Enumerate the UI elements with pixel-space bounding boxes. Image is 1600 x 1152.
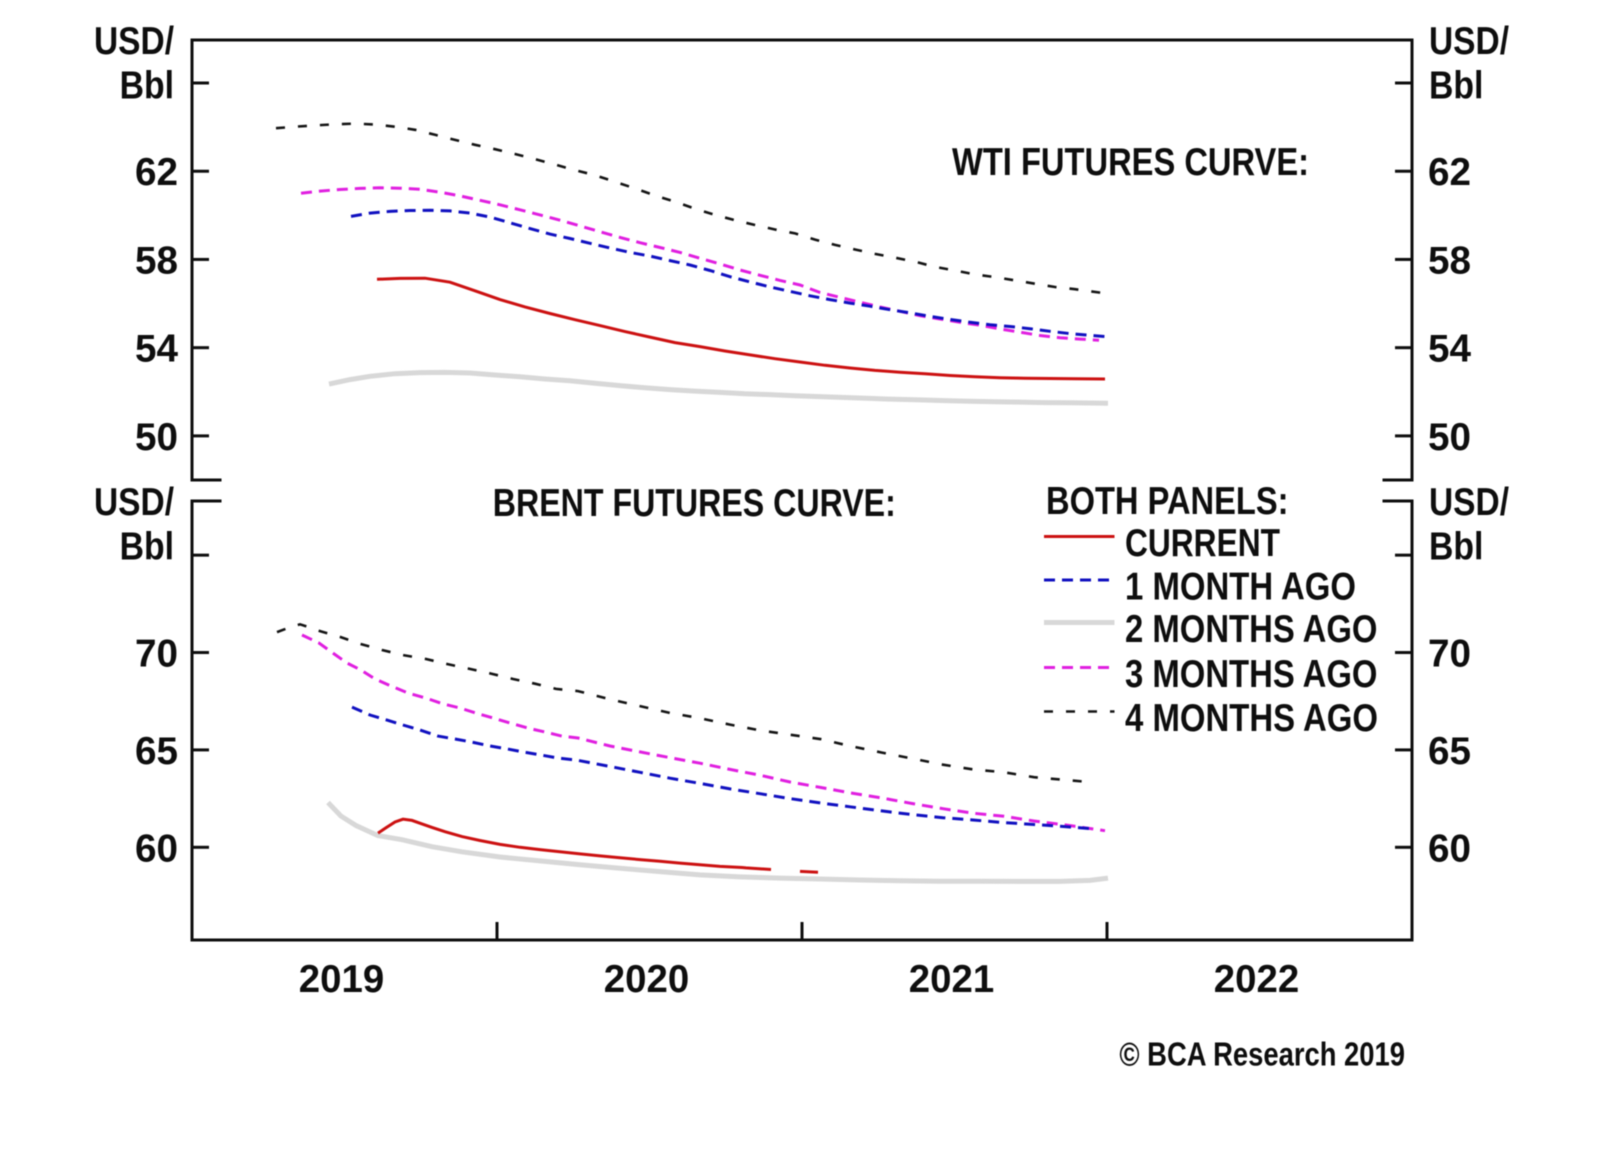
panel-wti: 62 62 58 58 54 54 50 50 USD/USD/Bbl Bbl	[94, 20, 1509, 482]
y-tick-label-left: 65	[135, 730, 178, 773]
legend-label-current: CURRENT	[1125, 522, 1280, 565]
x-tick-label-2022: 2022	[1214, 958, 1299, 1001]
series-line-m3-wti	[300, 186, 1100, 342]
y-tick-label-right: 60	[1428, 827, 1471, 870]
y-tick-label-right: 65	[1428, 730, 1471, 773]
legend-label-m2: 2 MONTHS AGO	[1125, 608, 1378, 651]
panels-layer: 62 62 58 58 54 54 50 50 USD/USD/Bbl Bbl 70 70 65 65 60…	[94, 20, 1509, 1001]
legend-title: BOTH PANELS:	[1046, 480, 1289, 523]
copyright-text: © BCA Research 2019	[1119, 1036, 1405, 1073]
x-tick-label-2019: 2019	[299, 958, 384, 1001]
legend-item-m2: 2 MONTHS AGO	[1044, 608, 1378, 651]
series-line-m1-brent	[351, 705, 1091, 831]
y-tick-label-right: 62	[1428, 151, 1471, 194]
axis-unit-label-right: Bbl	[1429, 526, 1483, 569]
axis-unit-label-left: USD/	[94, 481, 174, 524]
y-tick-label-left: 54	[135, 328, 178, 371]
series-line-m2-wti	[328, 369, 1109, 406]
y-tick-label-right: 50	[1428, 416, 1471, 459]
legend-label-m3: 3 MONTHS AGO	[1125, 653, 1378, 696]
y-tick-label-left: 58	[135, 239, 178, 282]
y-tick-label-right: 58	[1428, 239, 1471, 282]
legend-label-m4: 4 MONTHS AGO	[1125, 697, 1378, 740]
series-line-m4-wti	[275, 122, 1104, 295]
axes-wti	[190, 38, 1414, 482]
legend-item-m3: 3 MONTHS AGO	[1044, 653, 1378, 696]
axes-brent	[190, 499, 1414, 942]
y-tick-label-right: 70	[1428, 633, 1471, 676]
legend-item-m4: 4 MONTHS AGO	[1044, 697, 1378, 740]
y-tick-label-left: 70	[135, 633, 178, 676]
y-tick-label-right: 54	[1428, 328, 1471, 371]
series-line-m3-brent	[301, 633, 1106, 833]
series-line-m4-brent	[276, 622, 1084, 783]
x-tick-label-2020: 2020	[604, 958, 689, 1001]
axis-unit-label-left: Bbl	[120, 65, 174, 108]
axis-unit-label-left: USD/	[94, 20, 174, 63]
series-line-current-brent	[799, 869, 819, 874]
series-line-m1-wti	[350, 208, 1107, 339]
x-tick-label-2021: 2021	[909, 958, 994, 1001]
legend-item-current: CURRENT	[1044, 522, 1280, 565]
y-tick-label-left: 62	[135, 151, 178, 194]
axis-unit-label-right: USD/	[1429, 481, 1509, 524]
legend-label-m1: 1 MONTH AGO	[1125, 566, 1356, 609]
panel-title-wti: WTI FUTURES CURVE:	[952, 141, 1309, 184]
series-line-m2-brent	[326, 800, 1109, 884]
panel-brent: 70 70 65 65 60 60 USD/USD/Bbl Bbl 2019 2020 2021 20…	[94, 481, 1509, 1001]
series-line-current-brent	[377, 817, 772, 871]
panel-title-brent: BRENT FUTURES CURVE:	[493, 482, 896, 525]
axis-unit-label-right: USD/	[1429, 20, 1509, 63]
legend-item-m1: 1 MONTH AGO	[1044, 566, 1356, 609]
y-tick-label-left: 50	[135, 416, 178, 459]
y-tick-label-left: 60	[135, 827, 178, 870]
axis-unit-label-left: Bbl	[120, 526, 174, 569]
series-line-current-wti	[376, 276, 1106, 381]
axis-unit-label-right: Bbl	[1429, 65, 1483, 108]
